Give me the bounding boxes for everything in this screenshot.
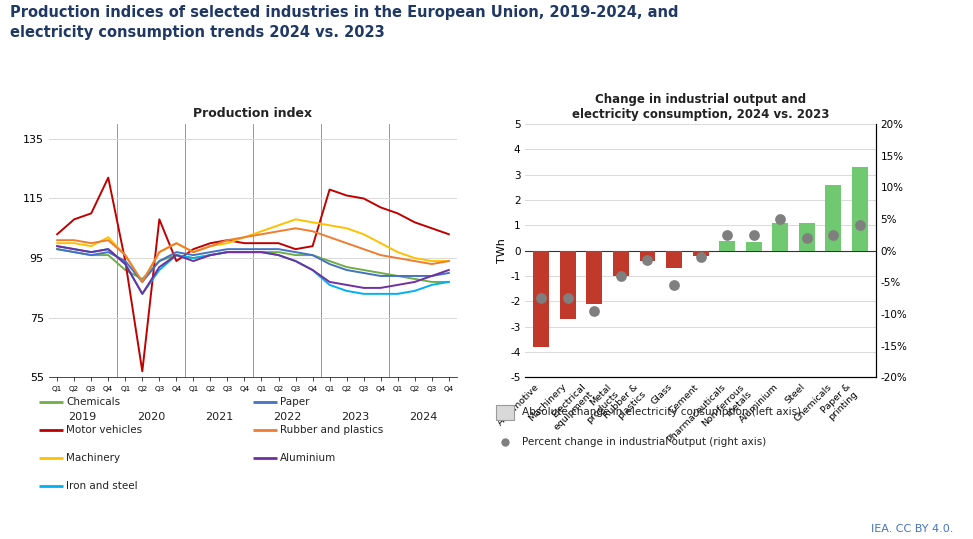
Point <box>773 215 788 223</box>
Text: 2023: 2023 <box>341 412 370 423</box>
Bar <box>533 251 550 347</box>
Point <box>613 272 629 280</box>
Text: 2022: 2022 <box>272 412 302 423</box>
Text: 2020: 2020 <box>136 412 165 423</box>
Point <box>825 231 841 239</box>
Bar <box>639 251 656 261</box>
Text: Chemicals: Chemicals <box>66 397 121 406</box>
Bar <box>559 251 576 319</box>
Bar <box>667 251 682 268</box>
Point <box>533 294 549 302</box>
Point <box>693 253 708 261</box>
Point <box>667 281 682 290</box>
Text: 2021: 2021 <box>204 412 234 423</box>
Text: Production indices of selected industries in the European Union, 2019-2024, and
: Production indices of selected industrie… <box>10 5 678 40</box>
Bar <box>693 251 708 255</box>
Bar <box>773 223 788 251</box>
Point <box>639 256 655 265</box>
Title: Production index: Production index <box>194 107 312 120</box>
Text: Iron and steel: Iron and steel <box>66 481 138 490</box>
Y-axis label: TWh: TWh <box>497 238 507 263</box>
Point <box>746 231 762 239</box>
Bar <box>851 167 868 251</box>
Point <box>560 294 576 302</box>
Bar <box>719 240 735 251</box>
Text: Absolute change in electricity consumption (left axis): Absolute change in electricity consumpti… <box>522 407 801 417</box>
Point <box>852 221 868 230</box>
Point <box>719 231 735 239</box>
Bar <box>799 223 814 251</box>
Text: Percent change in industrial output (right axis): Percent change in industrial output (rig… <box>522 437 766 447</box>
Bar <box>825 185 842 251</box>
Text: Paper: Paper <box>280 397 309 406</box>
Bar <box>745 242 762 251</box>
Text: Aluminium: Aluminium <box>280 453 337 462</box>
Title: Change in industrial output and
electricity consumption, 2024 vs. 2023: Change in industrial output and electric… <box>572 93 829 121</box>
Bar <box>587 251 602 304</box>
Point <box>799 234 814 243</box>
Text: 2019: 2019 <box>68 412 97 423</box>
Bar <box>613 251 629 276</box>
Text: Rubber and plastics: Rubber and plastics <box>280 425 383 434</box>
Text: Machinery: Machinery <box>66 453 121 462</box>
Text: 2024: 2024 <box>409 412 438 423</box>
Text: Motor vehicles: Motor vehicles <box>66 425 142 434</box>
Point <box>587 307 602 315</box>
Text: IEA. CC BY 4.0.: IEA. CC BY 4.0. <box>871 523 954 534</box>
